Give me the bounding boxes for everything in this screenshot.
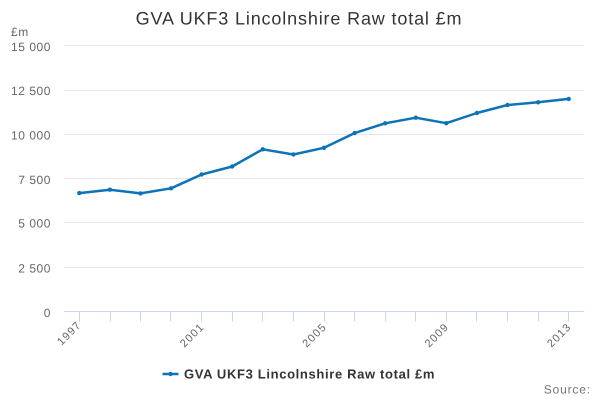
svg-text:£m: £m <box>11 25 29 39</box>
svg-text:15 000: 15 000 <box>11 40 51 54</box>
svg-text:10 000: 10 000 <box>11 129 51 143</box>
svg-text:0: 0 <box>44 306 51 320</box>
svg-text:7 500: 7 500 <box>18 173 51 187</box>
svg-text:5 000: 5 000 <box>18 217 51 231</box>
svg-text:2 500: 2 500 <box>18 262 51 276</box>
svg-text:Source:: Source: <box>544 383 591 397</box>
svg-text:GVA UKF3 Lincolnshire Raw tota: GVA UKF3 Lincolnshire Raw total £m <box>136 9 463 29</box>
svg-text:12 500: 12 500 <box>11 84 51 98</box>
svg-text:GVA UKF3 Lincolnshire Raw tota: GVA UKF3 Lincolnshire Raw total £m <box>184 367 435 382</box>
